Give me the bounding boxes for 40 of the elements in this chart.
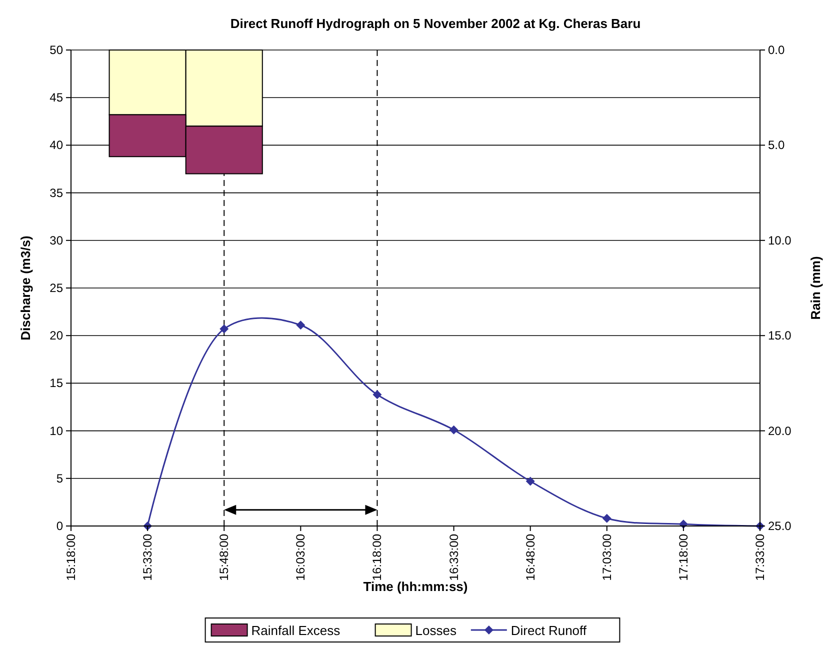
y-tick-label: 15 xyxy=(50,376,64,390)
x-tick-label: 16:48:00 xyxy=(523,534,538,581)
y2-tick-label: 25.0 xyxy=(768,519,792,533)
x-tick-label: 15:33:00 xyxy=(140,534,155,581)
legend-label: Rainfall Excess xyxy=(251,623,341,638)
y2-tick-label: 5.0 xyxy=(768,138,786,152)
y2-tick-label: 10.0 xyxy=(768,233,792,248)
legend-label: Losses xyxy=(415,623,457,638)
y2-axis-title: Rain (mm) xyxy=(808,256,823,320)
y-tick-label: 30 xyxy=(50,233,64,248)
x-tick-label: 15:48:00 xyxy=(217,534,232,581)
y2-tick-label: 0.0 xyxy=(768,43,786,57)
y-tick-label: 40 xyxy=(50,138,64,152)
x-tick-label: 17:33:00 xyxy=(753,534,767,581)
point xyxy=(220,324,229,334)
point xyxy=(449,425,458,434)
y-tick-label: 25 xyxy=(50,281,64,295)
y-tick-label: 0 xyxy=(56,519,64,533)
y-tick-label: 5 xyxy=(56,471,64,486)
x-tick-label: 17:18:00 xyxy=(676,534,690,581)
x-tick-label: 16:33:00 xyxy=(446,534,461,581)
point xyxy=(296,320,306,330)
point xyxy=(602,514,612,523)
point xyxy=(526,476,535,486)
y2-tick-label: 20.0 xyxy=(768,424,792,438)
x-tick-label: 16:03:00 xyxy=(294,534,308,581)
y-tick-label: 35 xyxy=(50,186,64,200)
legend-label: Direct Runoff xyxy=(510,623,587,638)
y-tick-label: 20 xyxy=(50,328,64,343)
y-tick-label: 10 xyxy=(50,424,64,438)
y-tick-label: 50 xyxy=(50,43,64,57)
x-tick-label: 16:18:00 xyxy=(370,534,384,581)
x-tick-label: 15:18:00 xyxy=(64,534,78,581)
y-tick-label: 45 xyxy=(50,90,64,105)
chart-title: Direct Runoff Hydrograph on 5 November 2002 at Kg. Cheras Baru xyxy=(230,16,641,31)
y2-tick-label: 15.0 xyxy=(768,328,792,343)
point xyxy=(372,390,382,400)
y-axis-title: Discharge (m3/s) xyxy=(18,236,33,340)
x-tick-label: 17:03:00 xyxy=(600,534,614,581)
x-axis-title: Time (hh:mm:ss) xyxy=(363,579,468,594)
